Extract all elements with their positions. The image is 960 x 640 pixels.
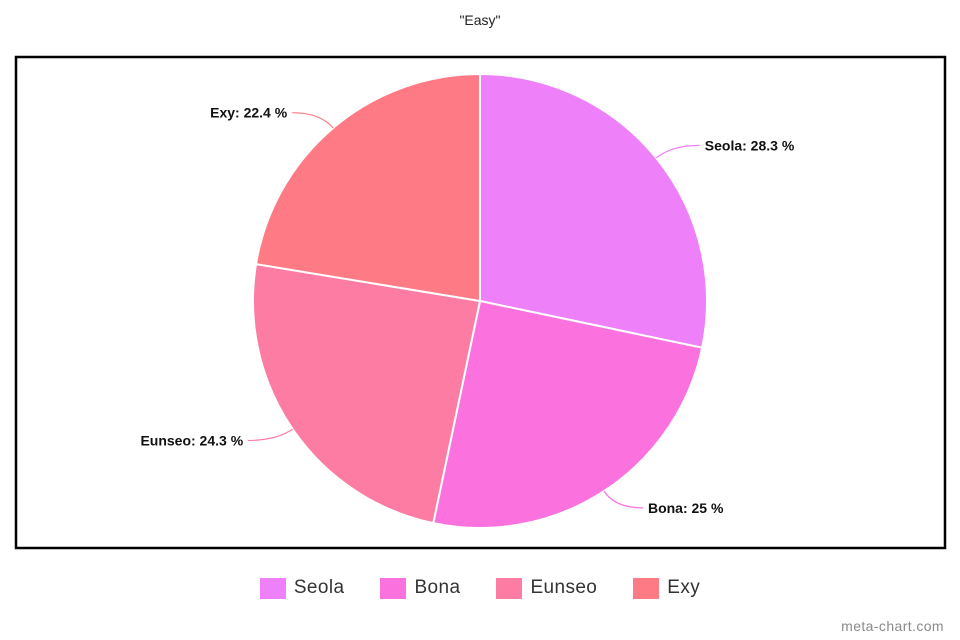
pie-slice-seola[interactable] xyxy=(479,72,708,349)
leader-line-seola xyxy=(655,144,700,159)
pie-slice-bona[interactable] xyxy=(432,299,704,529)
watermark: meta-chart.com xyxy=(841,618,944,634)
legend-label-exy: Exy xyxy=(667,577,701,598)
slice-label-bona: Bona: 25 % xyxy=(648,500,724,516)
legend-label-seola: Seola xyxy=(293,577,345,598)
legend-item-bona[interactable]: Bona xyxy=(380,577,460,599)
chart-title: "Easy" xyxy=(459,12,501,28)
slices-group xyxy=(252,72,708,529)
slice-label-eunseo: Eunseo: 24.3 % xyxy=(140,432,243,448)
legend-swatch-seola xyxy=(259,577,286,599)
legend-item-eunseo[interactable]: Eunseo xyxy=(496,577,597,599)
leader-lines-group xyxy=(248,112,700,509)
legend-swatch-eunseo xyxy=(496,577,523,599)
legend-item-seola[interactable]: Seola xyxy=(259,577,345,599)
leader-line-bona xyxy=(603,490,643,509)
legend-swatch-bona xyxy=(380,577,407,599)
legend: Seola Bona Eunseo Exy xyxy=(0,577,960,599)
legend-label-bona: Bona xyxy=(414,577,461,598)
leader-line-eunseo xyxy=(248,428,293,442)
slice-labels-group: Seola: 28.3 % Bona: 25 % Eunseo: 24.3 % Exy… xyxy=(140,105,794,516)
slice-label-exy: Exy: 22.4 % xyxy=(210,105,288,121)
legend-label-eunseo: Eunseo xyxy=(530,577,598,598)
legend-swatch-exy xyxy=(633,577,660,599)
slice-label-seola: Seola: 28.3 % xyxy=(705,137,795,153)
legend-item-exy[interactable]: Exy xyxy=(633,577,700,599)
leader-line-exy xyxy=(292,112,334,129)
